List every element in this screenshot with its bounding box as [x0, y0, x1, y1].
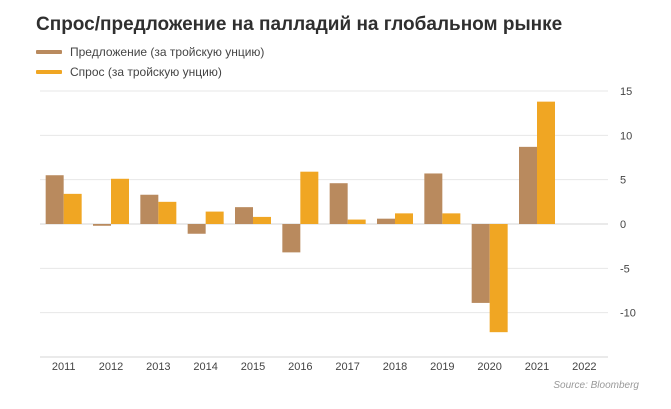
legend-label-supply: Предложение (за тройскую унцию)	[70, 45, 265, 59]
chart-title: Спрос/предложение на палладий на глобаль…	[36, 14, 563, 35]
y-tick-label: -5	[620, 263, 630, 275]
bar-supply	[424, 173, 443, 224]
x-tick-label: 2019	[430, 361, 454, 373]
bar-demand	[395, 213, 413, 224]
bar-supply	[377, 218, 395, 224]
legend-item-demand: Спрос (за тройскую унцию)	[36, 62, 264, 82]
legend-label-demand: Спрос (за тройскую унцию)	[70, 65, 222, 79]
x-tick-label: 2021	[525, 361, 549, 373]
bar-demand	[253, 216, 271, 224]
bar-demand	[158, 201, 177, 224]
x-tick-label: 2013	[146, 361, 170, 373]
bar-supply	[45, 175, 64, 224]
bar-demand	[300, 171, 319, 224]
x-tick-label: 2017	[335, 361, 359, 373]
bar-supply	[519, 146, 537, 224]
y-tick-label: 5	[620, 175, 626, 187]
legend-swatch-supply	[36, 50, 62, 54]
bar-supply	[282, 224, 301, 253]
bar-demand	[205, 211, 224, 224]
bar-supply	[187, 224, 206, 234]
bar-supply	[471, 224, 490, 303]
legend-swatch-demand	[36, 70, 62, 74]
y-tick-label: 15	[620, 86, 632, 98]
bar-supply	[140, 194, 159, 224]
x-tick-label: 2022	[572, 361, 596, 373]
x-tick-label: 2018	[383, 361, 407, 373]
x-tick-label: 2012	[99, 361, 123, 373]
y-tick-label: -10	[620, 308, 636, 320]
bar-demand	[489, 224, 508, 333]
bar-demand	[111, 178, 129, 224]
x-tick-label: 2016	[288, 361, 312, 373]
x-tick-label: 2011	[52, 361, 76, 373]
x-tick-label: 2020	[477, 361, 501, 373]
y-tick-label: 0	[620, 219, 626, 231]
y-tick-label: 10	[620, 130, 632, 142]
bar-supply	[329, 183, 348, 224]
x-tick-label: 2015	[241, 361, 265, 373]
bar-demand	[63, 193, 82, 224]
bar-supply	[235, 207, 253, 224]
source-note: Source: Bloomberg	[553, 380, 639, 391]
bar-demand	[442, 213, 461, 224]
x-tick-label: 2014	[193, 361, 217, 373]
legend-item-supply: Предложение (за тройскую унцию)	[36, 42, 264, 62]
bar-demand	[347, 219, 366, 224]
bar-demand	[537, 101, 555, 224]
bar-supply	[93, 224, 111, 226]
chart-legend: Предложение (за тройскую унцию) Спрос (з…	[36, 42, 264, 82]
